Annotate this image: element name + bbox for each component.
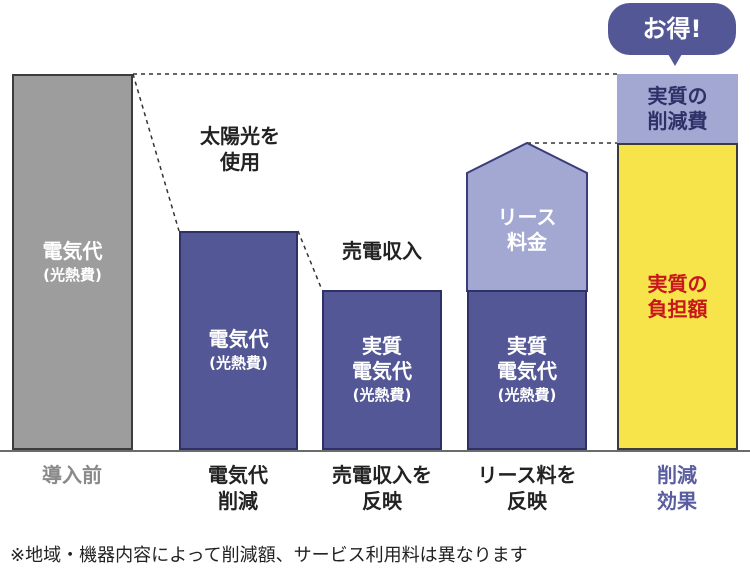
bubble-label: お得! — [642, 14, 702, 43]
effect-top-line1: 実質の — [647, 83, 708, 108]
lease-fee-text: リース 料金 — [467, 195, 587, 265]
sell-income-annotation: 売電収入 — [342, 239, 422, 263]
bar-effect-main: 実質の 負担額 — [617, 143, 738, 450]
bar-lease: 実質 電気代 (光熱費) — [467, 290, 587, 450]
effect-top-line2: 削減費 — [647, 108, 708, 133]
col-effect-line2: 効果 — [657, 489, 697, 513]
col-label-before: 導入前 — [7, 462, 137, 488]
bar-sell-line2: 電気代 — [352, 359, 412, 383]
lease-fee-shape — [466, 141, 588, 292]
solar-annotation: 太陽光を 使用 — [170, 123, 310, 175]
solar-annotation-line2: 使用 — [220, 150, 260, 174]
footnote: ※地域・機器内容によって削減額、サービス利用料は異なります — [10, 545, 528, 566]
col-sell-line2: 反映 — [362, 489, 402, 513]
col-lease-line1: リース料を — [477, 463, 577, 487]
solar-annotation-line1: 太陽光を — [200, 124, 280, 148]
bar-before: 電気代 (光熱費) — [12, 74, 133, 450]
dash-slope-1 — [132, 73, 180, 232]
col-label-lease: リース料を 反映 — [459, 462, 595, 514]
bar-reduce: 電気代 (光熱費) — [179, 231, 298, 450]
bar-effect-top: 実質の 削減費 — [617, 74, 738, 143]
bar-sell-line1: 実質 — [362, 334, 402, 358]
bubble-text: お得! — [608, 3, 736, 55]
col-before-line1: 導入前 — [42, 463, 102, 487]
col-label-reduce: 電気代 削減 — [173, 462, 303, 514]
bar-sell-line3: (光熱費) — [352, 386, 412, 404]
col-label-sell: 売電収入を 反映 — [314, 462, 450, 514]
dash-slope-2 — [297, 230, 323, 291]
col-reduce-line2: 削減 — [218, 489, 258, 513]
bar-reduce-line1: 電気代 — [208, 327, 269, 351]
col-effect-line1: 削減 — [657, 463, 697, 487]
bar-before-line2: (光熱費) — [43, 265, 102, 284]
bar-lease-line3: (光熱費) — [497, 386, 557, 404]
bar-lease-line2: 電気代 — [497, 359, 557, 383]
bar-lease-line1: 実質 — [507, 334, 547, 358]
effect-main-line2: 負担額 — [647, 296, 708, 321]
bar-sell: 実質 電気代 (光熱費) — [322, 290, 442, 450]
col-sell-line1: 売電収入を — [332, 463, 432, 487]
lease-fee-line2: 料金 — [507, 230, 547, 254]
bar-reduce-line2: (光熱費) — [209, 354, 268, 372]
col-reduce-line1: 電気代 — [208, 463, 268, 487]
bar-before-line1: 電気代 — [42, 238, 103, 263]
col-label-effect: 削減 効果 — [612, 462, 742, 514]
lease-fee-line1: リース — [497, 205, 557, 229]
col-lease-line2: 反映 — [507, 489, 547, 513]
baseline — [0, 450, 750, 452]
effect-main-line1: 実質の — [647, 271, 708, 296]
bubble-shape — [608, 3, 736, 66]
